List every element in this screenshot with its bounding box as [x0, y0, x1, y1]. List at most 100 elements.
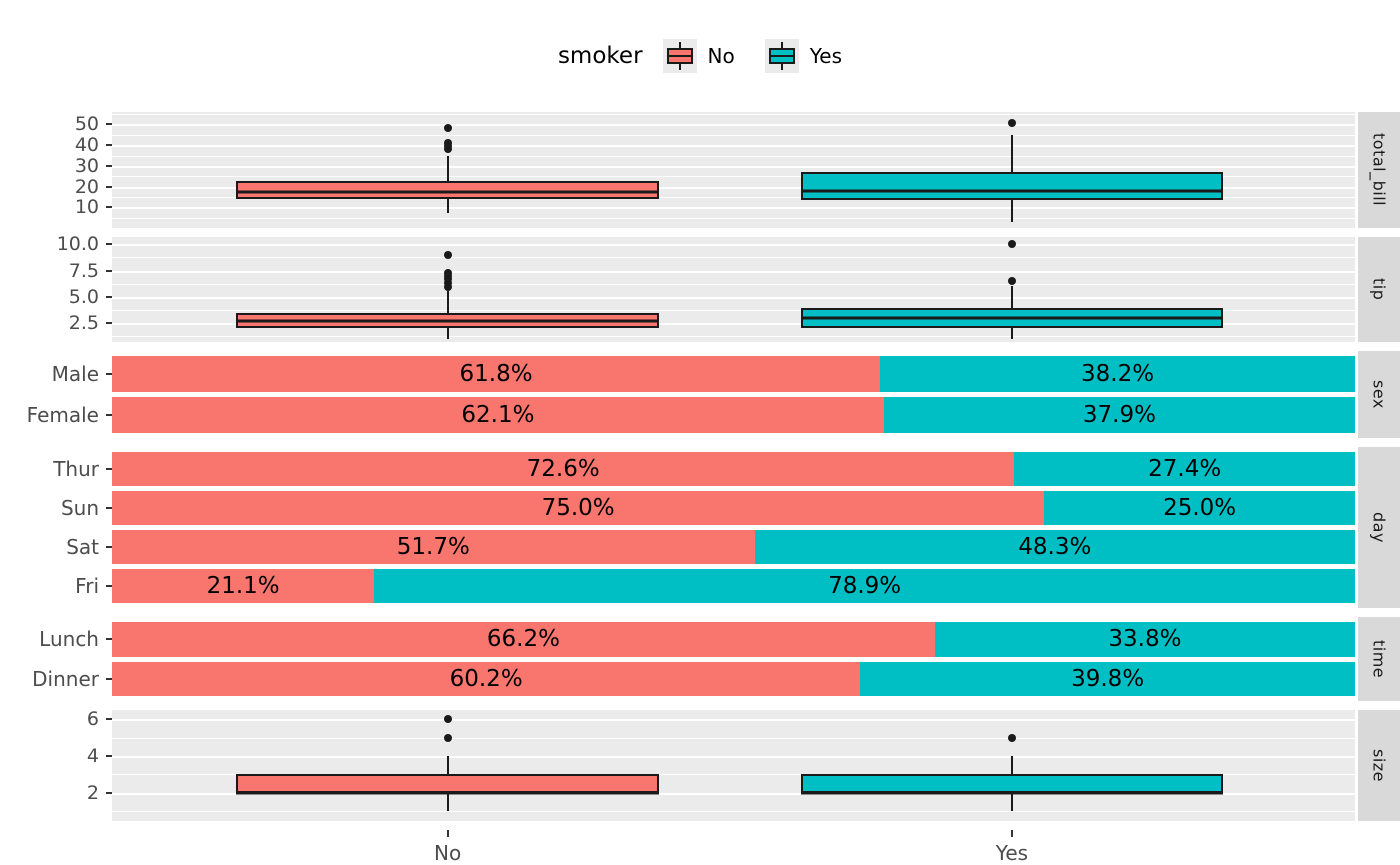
bar-segment-yes	[1044, 491, 1355, 525]
outlier-point	[443, 138, 452, 147]
outlier-point	[1007, 118, 1016, 127]
bar-percent-label-yes: 39.8%	[1071, 665, 1145, 692]
whisker-upper-no	[446, 291, 449, 313]
facet-strip-sex: sex	[1358, 351, 1400, 438]
y-tick-mark	[106, 791, 112, 794]
gridline-minor	[112, 737, 1355, 739]
x-axis-left-spacer	[0, 830, 112, 865]
panel-time: 66.2% 33.8% 60.2% 39.8%	[112, 617, 1355, 701]
bar-segment-no	[112, 397, 884, 433]
y-tick-mark	[106, 185, 112, 188]
bar-segment-yes	[860, 661, 1355, 696]
bar-segment-no	[112, 356, 881, 392]
y-tick-label: 50	[74, 113, 99, 136]
x-tick-mark	[446, 830, 449, 837]
x-tick-mark	[1010, 830, 1013, 837]
y-tick-mark	[106, 123, 112, 126]
gridline-minor	[112, 810, 1355, 812]
bar-percent-label-no: 60.2%	[449, 665, 523, 692]
facet-strip-label: total_bill	[1369, 133, 1389, 207]
facet-strip-label: day	[1369, 512, 1389, 543]
bar-segment-yes	[374, 569, 1355, 603]
bar-thur: 72.6% 27.4%	[112, 452, 1355, 486]
outlier-point	[443, 733, 452, 742]
bar-sun: 75.0% 25.0%	[112, 491, 1355, 525]
bar-segment-no	[112, 491, 1045, 525]
y-axis-time: Lunch Dinner	[0, 617, 112, 701]
bar-percent-label-yes: 37.9%	[1082, 402, 1156, 428]
bar-percent-label-no: 62.1%	[461, 402, 535, 428]
outlier-point	[443, 268, 452, 277]
outlier-point	[443, 715, 452, 724]
panel-day: 72.6% 27.4% 75.0% 25.0% 51.7% 48.3% 21.1% 78.9%	[112, 447, 1355, 608]
bar-segment-yes	[883, 397, 1355, 433]
facet-strip-day: day	[1358, 447, 1400, 608]
bar-segment-no	[112, 569, 375, 603]
gridline-minor	[112, 134, 1355, 136]
whisker-lower-yes	[1010, 200, 1013, 222]
y-tick-mark	[106, 677, 112, 680]
box-yes	[800, 774, 1224, 793]
whisker-upper-no	[446, 755, 449, 775]
outlier-point	[1007, 277, 1016, 286]
category-label: Female	[26, 403, 99, 427]
whisker-lower-yes	[1010, 328, 1013, 339]
y-tick-mark	[106, 206, 112, 209]
panel-sex: 61.8% 38.2% 62.1% 37.9%	[112, 351, 1355, 438]
bar-percent-label-yes: 27.4%	[1148, 456, 1222, 482]
bar-male: 61.8% 38.2%	[112, 356, 1355, 392]
y-tick-mark	[106, 373, 112, 375]
bar-fri: 21.1% 78.9%	[112, 569, 1355, 603]
bar-percent-label-no: 51.7%	[396, 534, 470, 560]
gridline-minor	[112, 336, 1355, 338]
bar-segment-no	[112, 661, 861, 696]
y-tick-mark	[106, 546, 112, 548]
median-yes	[800, 791, 1224, 795]
y-tick-label: 6	[86, 708, 99, 731]
whisker-upper-yes	[1010, 755, 1013, 775]
legend-item-no: No	[662, 39, 735, 73]
box-no	[236, 180, 659, 199]
whisker-upper-yes	[1010, 134, 1013, 173]
x-axis: No Yes	[0, 830, 1400, 865]
gridline-minor	[112, 196, 1355, 198]
gridline-minor	[112, 283, 1355, 285]
y-tick-mark	[106, 754, 112, 757]
category-label: Fri	[75, 574, 99, 598]
y-tick-mark	[106, 243, 112, 246]
facet-strip-size: size	[1358, 710, 1400, 821]
median-no	[236, 791, 659, 795]
y-tick-label: 4	[86, 744, 99, 767]
whisker-lower-no	[446, 199, 449, 213]
bar-dinner: 60.2% 39.8%	[112, 661, 1355, 696]
boxplot-key-icon	[764, 39, 799, 73]
panel-total_bill	[112, 112, 1355, 228]
gridline-major	[112, 792, 1355, 795]
y-tick-label: 10.0	[56, 233, 99, 256]
y-axis-day: Thur Sun Sat Fri	[0, 447, 112, 608]
facet-row-tip: 2.5 5.0 7.5 10.0 tip	[0, 233, 1400, 342]
x-axis-right-spacer	[1355, 830, 1400, 865]
bar-percent-label-no: 61.8%	[459, 361, 533, 387]
y-tick-label: 40	[74, 134, 99, 157]
facet-row-size: 2 4 6 size	[0, 708, 1400, 821]
gridline-major	[112, 244, 1355, 247]
panel-size	[112, 710, 1355, 821]
legend-item-yes: Yes	[764, 39, 842, 73]
outlier-point	[443, 283, 452, 292]
y-tick-mark	[106, 269, 112, 272]
bar-lunch: 66.2% 33.8%	[112, 622, 1355, 657]
gridline-major	[112, 186, 1355, 189]
legend-title: smoker	[557, 43, 643, 69]
bar-segment-yes	[754, 530, 1355, 564]
gridline-minor	[112, 257, 1355, 259]
y-tick-mark	[106, 322, 112, 325]
whisker-lower-no	[446, 792, 449, 811]
y-tick-mark	[106, 295, 112, 298]
y-tick-mark	[106, 468, 112, 470]
facet-strip-tip: tip	[1358, 237, 1400, 342]
gridline-minor	[112, 217, 1355, 219]
median-no	[236, 190, 659, 194]
median-no	[236, 319, 659, 323]
category-label: Dinner	[32, 666, 99, 691]
